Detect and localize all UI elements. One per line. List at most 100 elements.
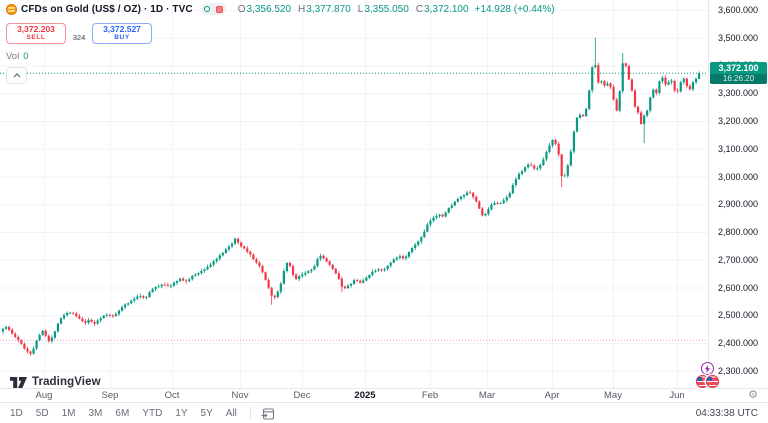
candle bbox=[279, 281, 282, 295]
candle bbox=[322, 254, 325, 260]
buy-sell-sentiment-toggle[interactable] bbox=[200, 3, 226, 15]
range-button-all[interactable]: All bbox=[225, 407, 237, 419]
economic-events-badge[interactable] bbox=[696, 375, 722, 389]
range-button-1y[interactable]: 1Y bbox=[175, 407, 188, 419]
candle bbox=[697, 71, 701, 80]
candle bbox=[8, 325, 11, 332]
bar-countdown: 16:26:20 bbox=[710, 74, 767, 85]
candle bbox=[267, 278, 270, 290]
candle bbox=[401, 254, 405, 260]
time-axis[interactable]: Aug Sep Oct Nov Dec 2025 Feb Mar Apr May Jun bbox=[0, 388, 768, 402]
go-to-date-button[interactable] bbox=[261, 407, 275, 420]
spread-value: 324 bbox=[72, 33, 86, 42]
candle bbox=[14, 332, 17, 339]
candle bbox=[359, 279, 362, 284]
collapse-legend-button[interactable] bbox=[6, 67, 27, 84]
candle bbox=[41, 330, 44, 336]
high-value: 3,377.870 bbox=[306, 3, 351, 15]
range-button-ytd[interactable]: YTD bbox=[142, 407, 163, 419]
candle bbox=[694, 77, 698, 85]
candle bbox=[490, 202, 493, 211]
candle bbox=[456, 197, 459, 203]
candle bbox=[23, 342, 26, 350]
candle bbox=[627, 64, 630, 81]
candle bbox=[407, 251, 411, 259]
candle bbox=[160, 283, 163, 289]
candle bbox=[38, 333, 41, 342]
candle bbox=[172, 281, 176, 288]
candle bbox=[69, 311, 72, 315]
candle bbox=[142, 295, 145, 300]
range-button-5y[interactable]: 5Y bbox=[200, 407, 213, 419]
sell-button[interactable]: 3,372.203 SELL bbox=[6, 23, 66, 44]
candle bbox=[343, 285, 347, 290]
candle bbox=[240, 241, 243, 248]
range-button-5d[interactable]: 5D bbox=[35, 407, 49, 419]
candle bbox=[572, 130, 576, 154]
candle bbox=[420, 235, 423, 244]
utc-clock[interactable]: 04:33:38 UTC bbox=[695, 407, 758, 419]
candle bbox=[264, 271, 267, 281]
candle bbox=[429, 218, 432, 227]
candle bbox=[50, 335, 53, 344]
candle bbox=[517, 172, 521, 180]
volume-value: 0 bbox=[23, 51, 29, 62]
gear-icon[interactable]: ⚙ bbox=[748, 389, 758, 401]
candle bbox=[365, 276, 368, 282]
range-button-3m[interactable]: 3M bbox=[88, 407, 103, 419]
price-axis[interactable]: 3,372.100 16:26:20 3,600.0003,500.0003,4… bbox=[708, 0, 768, 388]
candle bbox=[597, 62, 600, 84]
candle bbox=[154, 286, 157, 292]
sentiment-up-dot-icon bbox=[203, 6, 210, 12]
candle bbox=[600, 80, 603, 85]
candle bbox=[93, 320, 96, 326]
candle bbox=[667, 80, 670, 86]
last-price-label[interactable]: 3,372.100 16:26:20 bbox=[710, 62, 767, 85]
instant-trading-badge[interactable] bbox=[701, 362, 714, 375]
candle bbox=[294, 272, 298, 281]
gold-symbol-icon bbox=[6, 3, 17, 15]
price-axis-label: 3,100.000 bbox=[718, 143, 759, 154]
candle bbox=[606, 81, 609, 87]
volume-legend[interactable]: Vol 0 bbox=[6, 51, 555, 62]
candle bbox=[127, 301, 130, 306]
candle bbox=[233, 237, 237, 246]
buy-button[interactable]: 3,372.527 BUY bbox=[92, 23, 152, 44]
candle bbox=[215, 257, 218, 264]
us-flag-icon bbox=[696, 375, 709, 388]
price-axis-label: 3,300.000 bbox=[718, 88, 759, 99]
candle bbox=[340, 276, 343, 293]
tradingview-logo[interactable]: TradingView bbox=[10, 376, 101, 388]
open-value: 3,356.520 bbox=[246, 3, 292, 15]
candle bbox=[282, 268, 285, 285]
go-to-date-icon bbox=[261, 407, 274, 420]
us-flag-icon bbox=[706, 375, 719, 388]
candle bbox=[136, 294, 139, 301]
price-axis-label: 2,700.000 bbox=[718, 254, 759, 265]
candle bbox=[17, 335, 20, 343]
candle bbox=[612, 84, 615, 101]
candle bbox=[62, 313, 66, 320]
price-axis-label: 3,600.000 bbox=[718, 4, 759, 15]
range-button-1m[interactable]: 1M bbox=[61, 407, 76, 419]
price-axis-label: 3,500.000 bbox=[718, 32, 759, 43]
candle bbox=[346, 283, 350, 289]
candle bbox=[639, 110, 643, 125]
candle bbox=[185, 279, 188, 284]
candle bbox=[603, 79, 606, 88]
chart-pane[interactable] bbox=[0, 0, 708, 388]
candle bbox=[66, 311, 69, 317]
candle bbox=[496, 201, 499, 205]
candle bbox=[581, 113, 585, 117]
candle bbox=[508, 191, 511, 199]
range-button-6m[interactable]: 6M bbox=[115, 407, 130, 419]
candle bbox=[447, 207, 450, 214]
candle bbox=[188, 277, 191, 282]
range-button-1d[interactable]: 1D bbox=[10, 407, 23, 419]
candle bbox=[542, 157, 545, 167]
candle bbox=[334, 267, 337, 275]
symbol-title[interactable]: CFDs on Gold (US$ / OZ) · 1D · TVC bbox=[21, 3, 193, 15]
candlestick-chart[interactable] bbox=[0, 0, 708, 388]
sell-price: 3,372.203 bbox=[17, 24, 55, 34]
